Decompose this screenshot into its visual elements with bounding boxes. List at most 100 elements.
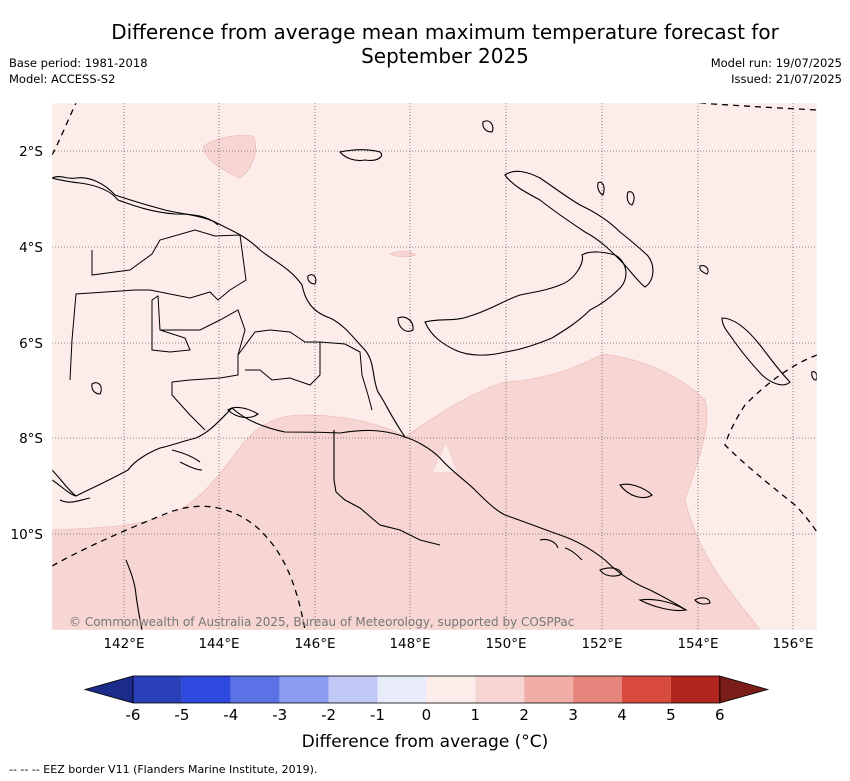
island-f bbox=[694, 597, 711, 605]
colorbar-segment bbox=[670, 676, 720, 703]
colorbar-segment bbox=[377, 676, 427, 703]
colorbar-tick-label: 6 bbox=[715, 706, 725, 724]
internal-boundary-2 bbox=[151, 295, 191, 353]
colorbar-segment bbox=[230, 676, 280, 703]
island-h bbox=[626, 191, 635, 206]
fly-delta bbox=[171, 449, 203, 471]
lon-label: 148°E bbox=[389, 636, 430, 652]
lat-label: 10°S bbox=[11, 527, 44, 543]
island-i bbox=[597, 181, 605, 196]
new-guinea-coast bbox=[52, 176, 407, 497]
colorbar-tick-label: 3 bbox=[568, 706, 578, 724]
island-a bbox=[482, 120, 494, 133]
lon-label: 142°E bbox=[103, 636, 144, 652]
anomaly-zone-small bbox=[389, 250, 417, 258]
internal-boundary-5 bbox=[319, 341, 373, 411]
colorbar-tick-label: 1 bbox=[471, 706, 481, 724]
colorbar-segment bbox=[524, 676, 574, 703]
lon-labels: 142°E 144°E 146°E 148°E 150°E 152°E 154°… bbox=[103, 636, 813, 652]
trobriand bbox=[539, 538, 583, 561]
colorbar-segment bbox=[475, 676, 525, 703]
lon-label: 146°E bbox=[294, 636, 335, 652]
colorbar-tick-label: 5 bbox=[666, 706, 676, 724]
meta-right: Model run: 19/07/2025 Issued: 21/07/2025 bbox=[711, 55, 842, 87]
base-period: Base period: 1981-2018 bbox=[9, 56, 148, 70]
colorbar-segment bbox=[622, 676, 671, 703]
border-png-indonesia bbox=[333, 430, 441, 546]
island-c bbox=[307, 274, 317, 285]
title-line-1: Difference from average mean maximum tem… bbox=[111, 20, 779, 44]
internal-boundary-6 bbox=[171, 382, 206, 431]
colorbar-segment bbox=[181, 676, 231, 703]
lon-label: 150°E bbox=[485, 636, 526, 652]
colorbar-frame bbox=[132, 675, 721, 704]
lat-label: 4°S bbox=[19, 240, 43, 256]
island-e bbox=[638, 598, 688, 612]
colorbar-tick-label: -3 bbox=[272, 706, 287, 724]
island-d bbox=[619, 483, 653, 499]
island-j bbox=[91, 382, 102, 395]
colorbar-segment bbox=[426, 676, 476, 703]
torres-islands bbox=[227, 406, 259, 419]
eez-northeast bbox=[699, 103, 817, 111]
north-coast-papua bbox=[52, 177, 219, 226]
anomaly-gap bbox=[433, 444, 457, 472]
anomaly-zone-north bbox=[202, 135, 256, 179]
eez-east bbox=[724, 354, 817, 533]
title-line-2: September 2025 bbox=[361, 44, 529, 68]
lat-label: 2°S bbox=[19, 144, 43, 160]
lat-label: 6°S bbox=[19, 336, 43, 352]
colorbar-segment bbox=[328, 676, 378, 703]
eez-southwest bbox=[52, 505, 306, 630]
colorbar-tick-label: -2 bbox=[321, 706, 336, 724]
island-b bbox=[397, 316, 414, 332]
colorbar-extend-low bbox=[83, 675, 134, 704]
manus-island bbox=[338, 149, 383, 162]
internal-boundary-3 bbox=[160, 309, 246, 383]
eez-borders bbox=[52, 103, 817, 630]
colorbar-title: Difference from average (°C) bbox=[301, 732, 549, 752]
colorbar-segment bbox=[133, 676, 182, 703]
colorbar-tick-label: -6 bbox=[126, 706, 141, 724]
colorbar-segment bbox=[573, 676, 622, 703]
island-l bbox=[811, 371, 817, 381]
new-britain bbox=[424, 251, 627, 356]
gridlines bbox=[52, 103, 817, 630]
anomaly-zone-south bbox=[52, 353, 761, 630]
bougainville bbox=[721, 317, 791, 386]
colorbar-segment bbox=[279, 676, 329, 703]
south-coast-east bbox=[404, 436, 687, 611]
west-coast bbox=[52, 479, 91, 503]
colorbar: -6 -5 -4 -3 -2 -1 0 1 2 3 4 5 6 bbox=[83, 675, 770, 724]
model-run: Model run: 19/07/2025 bbox=[710, 56, 842, 70]
model-name: Model: ACCESS-S2 bbox=[9, 72, 116, 86]
lat-label: 8°S bbox=[19, 431, 43, 447]
colorbar-tick-label: -5 bbox=[174, 706, 189, 724]
colorbar-tick-label: 0 bbox=[422, 706, 432, 724]
lon-label: 144°E bbox=[198, 636, 239, 652]
eez-footnote: -- -- -- EEZ border V11 (Flanders Marine… bbox=[9, 763, 318, 776]
internal-boundary-1 bbox=[69, 229, 247, 381]
map-credit: © Commonwealth of Australia 2025, Bureau… bbox=[69, 615, 574, 629]
map-frame bbox=[51, 102, 818, 631]
colorbar-tick-label: 2 bbox=[519, 706, 529, 724]
internal-boundary-4 bbox=[237, 329, 321, 386]
new-ireland bbox=[504, 170, 654, 288]
cape-york bbox=[125, 559, 143, 630]
island-k bbox=[699, 265, 709, 275]
lon-label: 152°E bbox=[581, 636, 622, 652]
lon-label: 156°E bbox=[772, 636, 813, 652]
coastlines bbox=[52, 120, 817, 630]
colorbar-tick-label: -1 bbox=[370, 706, 385, 724]
lon-label: 154°E bbox=[677, 636, 718, 652]
meta-left: Base period: 1981-2018 Model: ACCESS-S2 bbox=[9, 55, 148, 87]
colorbar-tick-label: 4 bbox=[617, 706, 627, 724]
issued-date: Issued: 21/07/2025 bbox=[731, 72, 842, 86]
colorbar-tick-label: -4 bbox=[223, 706, 238, 724]
island-g bbox=[599, 567, 623, 577]
lat-labels: 2°S 4°S 6°S 8°S 10°S bbox=[11, 144, 44, 543]
eez-west bbox=[52, 103, 77, 156]
colorbar-extend-high bbox=[719, 675, 770, 704]
map-title: Difference from average mean maximum tem… bbox=[60, 20, 830, 68]
